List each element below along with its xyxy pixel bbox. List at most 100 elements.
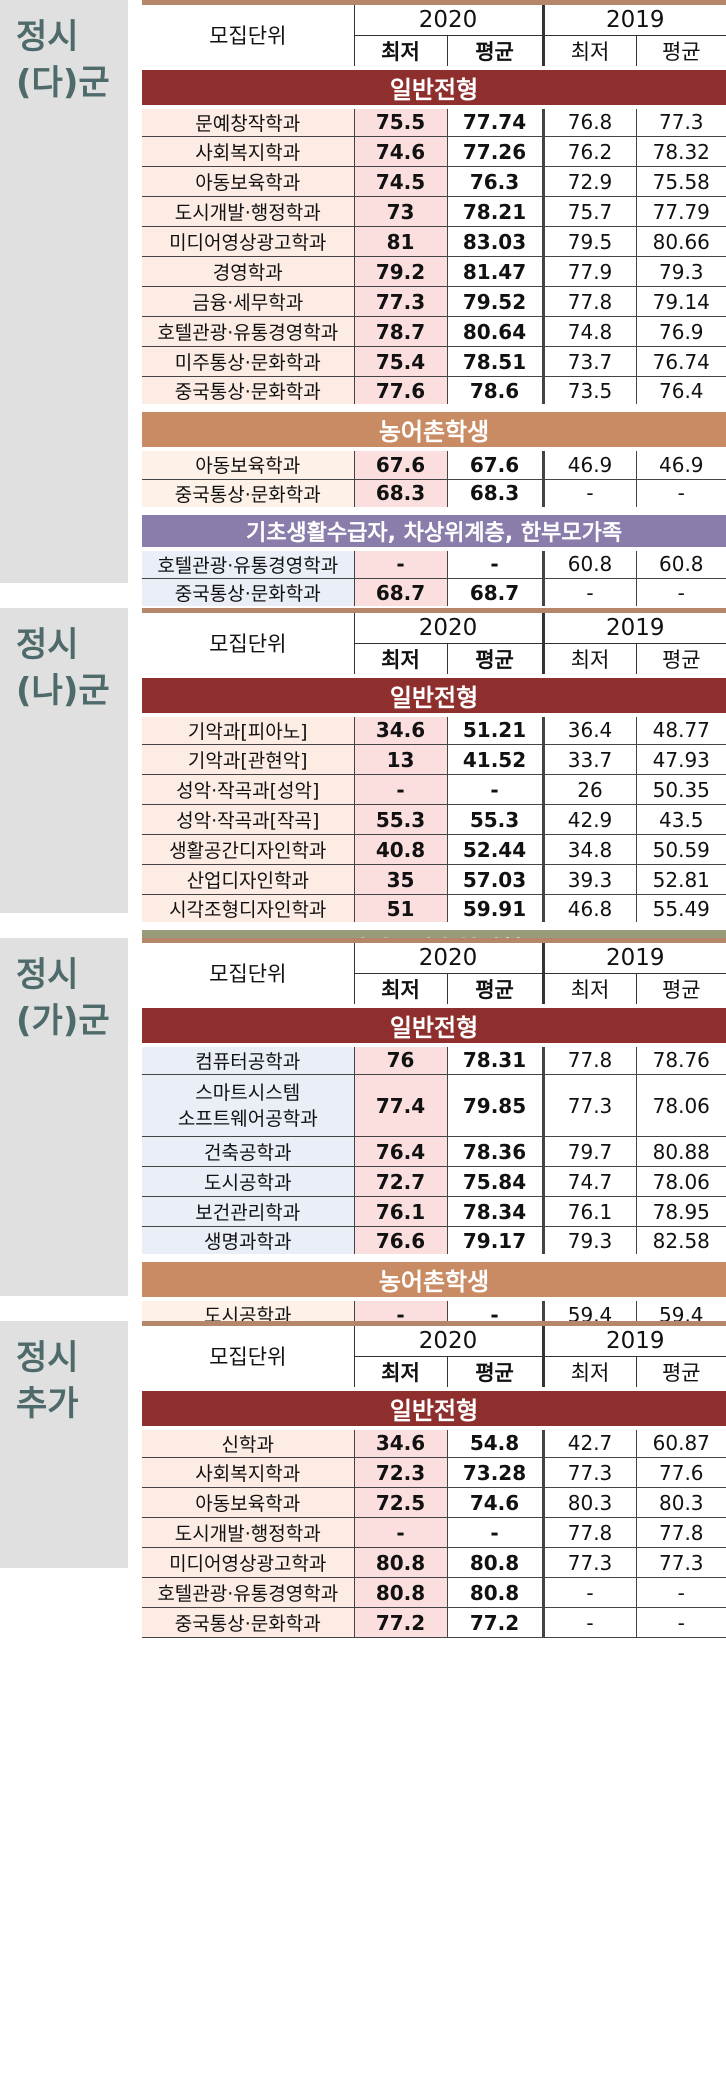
avg-2019-cell: 75.58 <box>635 166 726 197</box>
min-2020-cell: 73 <box>353 196 447 227</box>
department-name: 문예창작학과 <box>142 106 354 137</box>
min-2020-cell: 80.8 <box>353 1547 447 1578</box>
min-2020-cell: 72.7 <box>353 1166 447 1197</box>
category-label: 농어촌학생 <box>142 1254 726 1301</box>
category-row: 일반전형 <box>142 1386 726 1430</box>
avg-2020-cell: - <box>446 774 544 805</box>
min-2020-cell: 72.3 <box>353 1457 447 1488</box>
table-row: 성악·작곡과[작곡] 55.3 55.3 42.9 43.5 <box>142 804 726 835</box>
avg-2019-header: 평균 <box>635 643 726 676</box>
min-2019-header: 최저 <box>541 1356 637 1389</box>
section-sidebar: 정시 (다)군 <box>0 0 128 583</box>
avg-2020-cell: 80.8 <box>446 1577 544 1608</box>
metric-header-row: 최저 평균 최저 평균 <box>142 643 726 676</box>
table-row: 컴퓨터공학과 76 78.31 77.8 78.76 <box>142 1044 726 1075</box>
year-2020-header: 2020 <box>353 613 544 644</box>
avg-2019-cell: - <box>635 479 726 511</box>
section-sidebar: 정시 (가)군 <box>0 938 128 1296</box>
department-name: 산업디자인학과 <box>142 864 354 895</box>
table-row: 성악·작곡과[성악] - -26 50.35 <box>142 774 726 805</box>
avg-2019-cell: 43.5 <box>635 804 726 835</box>
avg-2020-cell: 78.21 <box>446 196 544 227</box>
section-title: 정시 (다)군 <box>16 17 110 103</box>
avg-2020-cell: 41.52 <box>446 744 544 775</box>
avg-2019-cell: 82.58 <box>635 1226 726 1259</box>
category-row: 일반전형 <box>142 1003 726 1047</box>
table-row: 중국통상·문화학과 68.7 68.7- - <box>142 578 726 611</box>
table-row: 산업디자인학과 35 57.03 39.3 52.81 <box>142 864 726 895</box>
avg-2019-cell: 80.88 <box>635 1136 726 1167</box>
score-table: 모집단위 2020 2019 최저 평균 최저 평균 일반전형 신학과 34.6 54.8 42.7 6… <box>142 1326 726 1638</box>
min-2019-cell: 46.8 <box>541 894 637 927</box>
top-divider <box>142 608 726 613</box>
min-2019-cell: 76.1 <box>541 1196 637 1227</box>
avg-2020-cell: 81.47 <box>446 256 544 287</box>
avg-2019-header: 평균 <box>635 35 726 68</box>
min-2019-cell: 42.7 <box>541 1427 637 1458</box>
min-2020-cell: 34.6 <box>353 1427 447 1458</box>
table-row: 아동보육학과 72.5 74.6 80.3 80.3 <box>142 1487 726 1518</box>
avg-2020-cell: 78.34 <box>446 1196 544 1227</box>
department-name: 보건관리학과 <box>142 1196 354 1227</box>
category-label: 농어촌학생 <box>142 404 726 451</box>
table-row: 도시개발·행정학과 - -77.8 77.8 <box>142 1517 726 1548</box>
min-2020-header: 최저 <box>353 643 447 676</box>
min-2020-cell: 74.6 <box>353 136 447 167</box>
section-sidebar: 정시 (나)군 <box>0 608 128 913</box>
page-root: 정시 (다)군 모집단위 2020 2019 최저 평균 최저 평균 일반전형 문예창작학과 75.… <box>0 0 726 1638</box>
min-2019-cell: 36.4 <box>541 714 637 745</box>
min-2019-cell: 74.7 <box>541 1166 637 1197</box>
department-name: 중국통상·문화학과 <box>142 479 354 511</box>
metric-header-row: 최저 평균 최저 평균 <box>142 1356 726 1389</box>
department-name: 사회복지학과 <box>142 1457 354 1488</box>
avg-2019-cell: 47.93 <box>635 744 726 775</box>
avg-2019-cell: 76.4 <box>635 376 726 409</box>
avg-2019-cell: 48.77 <box>635 714 726 745</box>
avg-2019-cell: - <box>635 1577 726 1608</box>
department-name: 아동보육학과 <box>142 449 354 480</box>
department-name: 아동보육학과 <box>142 166 354 197</box>
min-2020-header: 최저 <box>353 35 447 68</box>
year-header-row: 모집단위 2020 2019 <box>142 943 726 1006</box>
min-2019-cell: 77.3 <box>541 1547 637 1578</box>
avg-2019-cell: 77.79 <box>635 196 726 227</box>
table-row: 기악과[피아노] 34.6 51.21 36.4 48.77 <box>142 714 726 745</box>
table-row: 중국통상·문화학과 68.3 68.3- - <box>142 479 726 511</box>
min-2020-cell: 72.5 <box>353 1487 447 1518</box>
department-name: 미디어영상광고학과 <box>142 1547 354 1578</box>
avg-2019-cell: 50.35 <box>635 774 726 805</box>
min-2019-cell: 77.8 <box>541 1044 637 1075</box>
avg-2020-cell: 74.6 <box>446 1487 544 1518</box>
min-2020-cell: 75.4 <box>353 346 447 377</box>
department-name: 생명과학과 <box>142 1226 354 1259</box>
table-row: 경영학과 79.2 81.47 77.9 79.3 <box>142 256 726 287</box>
table-row: 시각조형디자인학과 51 59.91 46.8 55.49 <box>142 894 726 927</box>
avg-2019-header: 평균 <box>635 973 726 1006</box>
table-row: 도시공학과 72.7 75.84 74.7 78.06 <box>142 1166 726 1197</box>
department-name: 컴퓨터공학과 <box>142 1044 354 1075</box>
table-row: 사회복지학과 74.6 77.26 76.2 78.32 <box>142 136 726 167</box>
min-2019-cell: 73.7 <box>541 346 637 377</box>
table-row: 미주통상·문화학과 75.4 78.51 73.7 76.74 <box>142 346 726 377</box>
avg-2020-cell: 79.85 <box>446 1074 544 1137</box>
table-row: 미디어영상광고학과 81 83.03 79.5 80.66 <box>142 226 726 257</box>
min-2020-cell: 76.1 <box>353 1196 447 1227</box>
avg-2019-cell: 60.8 <box>635 548 726 579</box>
avg-2019-cell: 60.87 <box>635 1427 726 1458</box>
min-2020-cell: 77.2 <box>353 1607 447 1638</box>
min-2020-cell: 80.8 <box>353 1577 447 1608</box>
min-2019-cell: 60.8 <box>541 548 637 579</box>
category-row: 일반전형 <box>142 673 726 717</box>
department-name: 호텔관광·유통경영학과 <box>142 316 354 347</box>
min-2020-cell: 67.6 <box>353 449 447 480</box>
avg-2019-cell: 80.3 <box>635 1487 726 1518</box>
avg-2020-cell: 78.51 <box>446 346 544 377</box>
avg-2019-cell: 78.06 <box>635 1166 726 1197</box>
department-name: 기악과[관현악] <box>142 744 354 775</box>
min-2020-cell: 75.5 <box>353 106 447 137</box>
min-2019-header: 최저 <box>541 973 637 1006</box>
category-row: 농어촌학생 <box>142 1254 726 1301</box>
section-sidebar: 정시 추가 <box>0 1321 128 1568</box>
unit-header: 모집단위 <box>142 1326 354 1389</box>
category-label: 일반전형 <box>142 1003 726 1047</box>
